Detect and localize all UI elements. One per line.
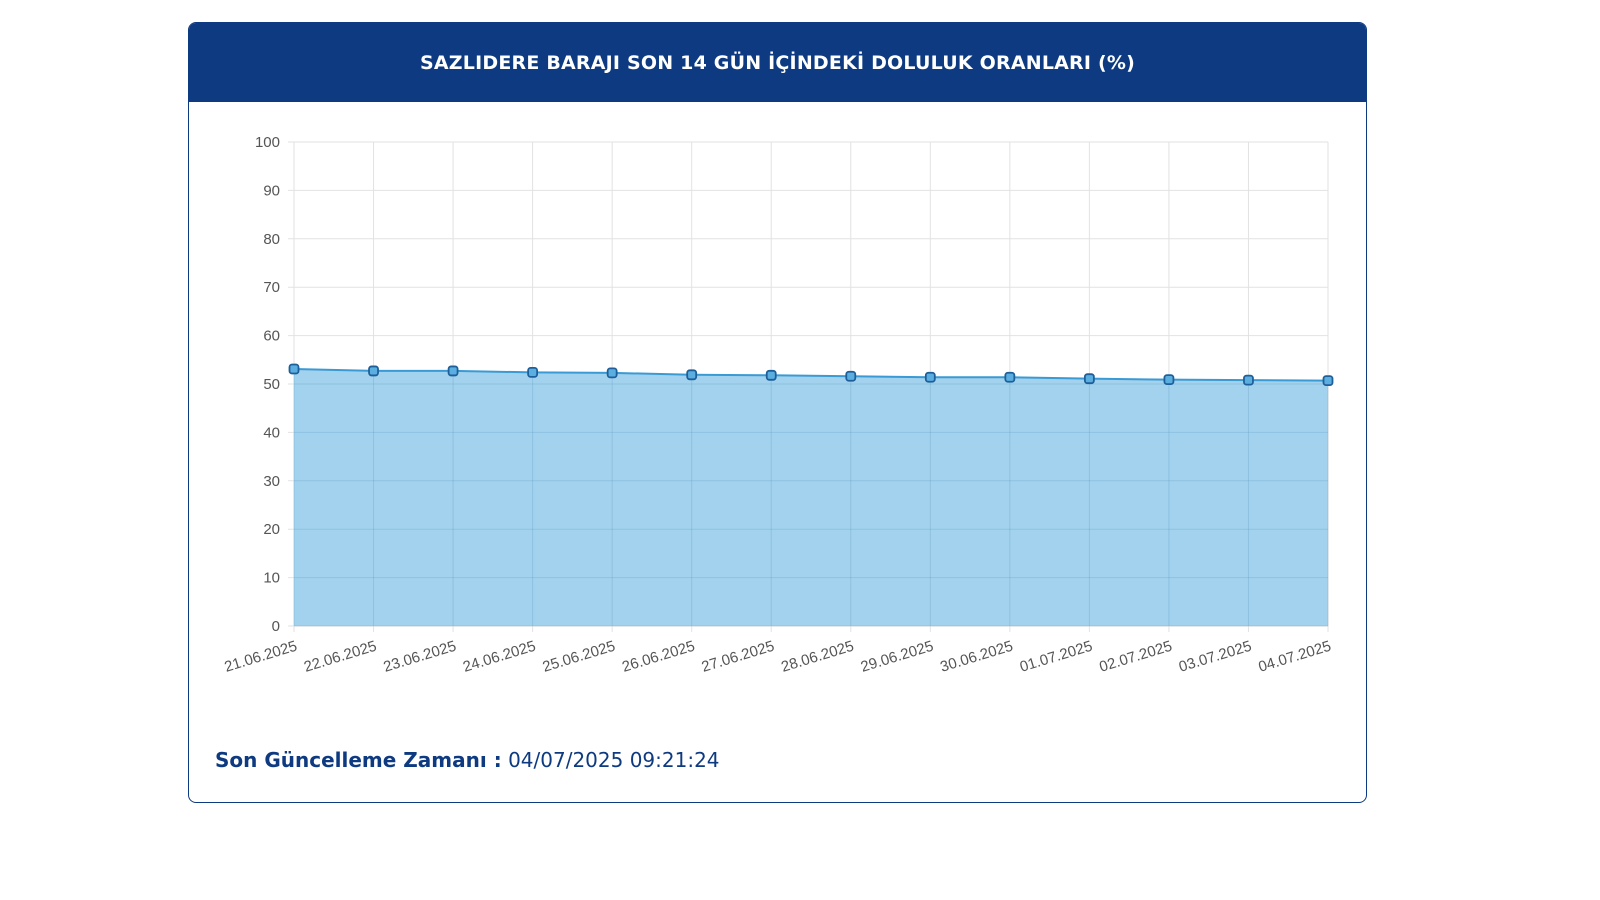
y-tick-label: 100 [255,134,280,151]
x-tick-label: 23.06.2025 [381,638,458,676]
x-tick-label: 22.06.2025 [302,638,379,676]
data-point [1004,371,1016,383]
x-tick-label: 29.06.2025 [859,638,936,676]
data-point [1322,375,1334,387]
x-tick-label: 21.06.2025 [222,638,299,676]
last-update-label: Son Güncelleme Zamanı : [215,748,502,772]
y-tick-label: 10 [263,570,280,587]
data-point [845,370,857,382]
x-tick-label: 25.06.2025 [541,638,618,676]
data-point [368,365,379,377]
y-tick-label: 80 [263,231,280,248]
x-tick-label: 30.06.2025 [938,638,1015,676]
y-tick-label: 40 [263,424,280,441]
y-tick-label: 70 [263,279,280,296]
x-tick-label: 28.06.2025 [779,638,856,676]
x-tick-label: 04.07.2025 [1256,638,1333,676]
data-point [447,365,459,377]
x-tick-label: 27.06.2025 [700,638,777,676]
data-point [1163,374,1175,386]
data-point [606,367,618,379]
last-update: Son Güncelleme Zamanı : 04/07/2025 09:21… [215,748,720,772]
data-point [527,366,539,378]
y-tick-label: 60 [263,328,280,345]
x-tick-label: 26.06.2025 [620,638,697,676]
x-tick-label: 24.06.2025 [461,638,538,676]
data-point [1083,373,1095,385]
data-point [686,369,698,381]
chart-title: SAZLIDERE BARAJI SON 14 GÜN İÇİNDEKİ DOL… [189,23,1366,102]
x-tick-label: 03.07.2025 [1177,638,1254,676]
x-tick-label: 01.07.2025 [1018,638,1095,676]
data-point [765,369,777,381]
y-tick-label: 30 [263,473,280,490]
last-update-value: 04/07/2025 09:21:24 [508,748,720,772]
y-tick-label: 0 [272,618,280,635]
x-tick-label: 02.07.2025 [1097,638,1174,676]
y-tick-label: 50 [263,376,280,393]
y-tick-label: 20 [263,521,280,538]
y-tick-label: 90 [263,182,280,199]
series-line [293,367,1329,382]
data-point [1243,374,1254,386]
data-point [924,371,936,383]
area-fill [294,368,1328,626]
data-point [288,363,300,375]
